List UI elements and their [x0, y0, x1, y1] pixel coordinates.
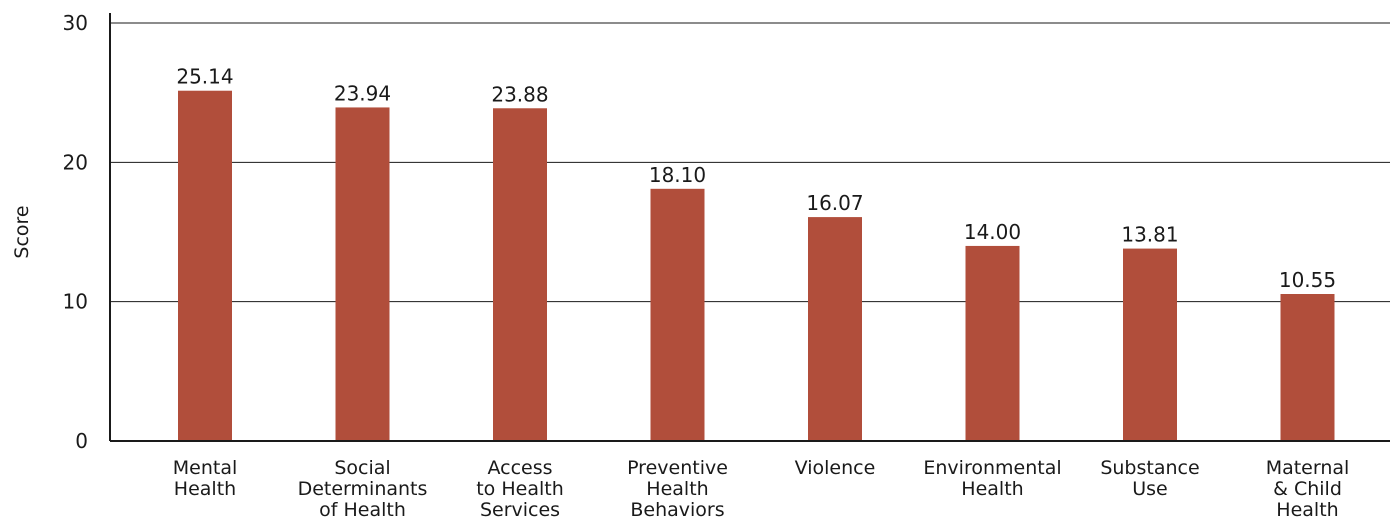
- y-axis-title: Score: [11, 205, 33, 258]
- bar: [808, 217, 862, 441]
- y-tick-labels: 0 10 20 30: [63, 11, 88, 453]
- bar-value-label: 25.14: [176, 65, 233, 89]
- x-category-label: Preventive Health Behaviors: [627, 457, 728, 521]
- bar: [335, 107, 390, 441]
- x-category-label: Mental Health: [173, 457, 238, 500]
- bar: [1280, 294, 1335, 441]
- bar-value-label: 16.07: [806, 191, 863, 215]
- x-category-label: Violence: [795, 457, 876, 479]
- y-tick-label: 0: [75, 429, 88, 453]
- bar-value-label: 10.55: [1279, 268, 1336, 292]
- bar: [493, 108, 547, 441]
- bar: [1123, 248, 1177, 441]
- bar: [178, 90, 232, 441]
- bar-value-label: 13.81: [1121, 223, 1178, 247]
- x-category-label: Access to Health Services: [476, 457, 564, 521]
- x-category-label: Substance Use: [1100, 457, 1199, 500]
- bar-value-label: 23.94: [334, 81, 391, 105]
- bar-value-label: 14.00: [964, 220, 1021, 244]
- grid-layer: [110, 22, 1390, 303]
- bar-value-label: 23.88: [491, 82, 548, 106]
- bar: [965, 245, 1020, 441]
- bar: [650, 188, 705, 441]
- bars: [178, 90, 1335, 441]
- category-labels: Mental Health Social Determinants of Health A…: [173, 457, 1350, 521]
- value-labels: 25.14 23.94 23.88 18.10 16.07 14.00 13.81 10.55: [176, 65, 1336, 292]
- x-category-label: Maternal & Child Health: [1266, 457, 1350, 521]
- y-tick-label: 30: [63, 11, 88, 35]
- x-category-label: Social Determinants of Health: [298, 457, 428, 521]
- y-tick-label: 20: [63, 150, 88, 174]
- x-category-label: Environmental Health: [923, 457, 1061, 500]
- bar-value-label: 18.10: [649, 163, 706, 187]
- y-tick-label: 10: [63, 290, 88, 314]
